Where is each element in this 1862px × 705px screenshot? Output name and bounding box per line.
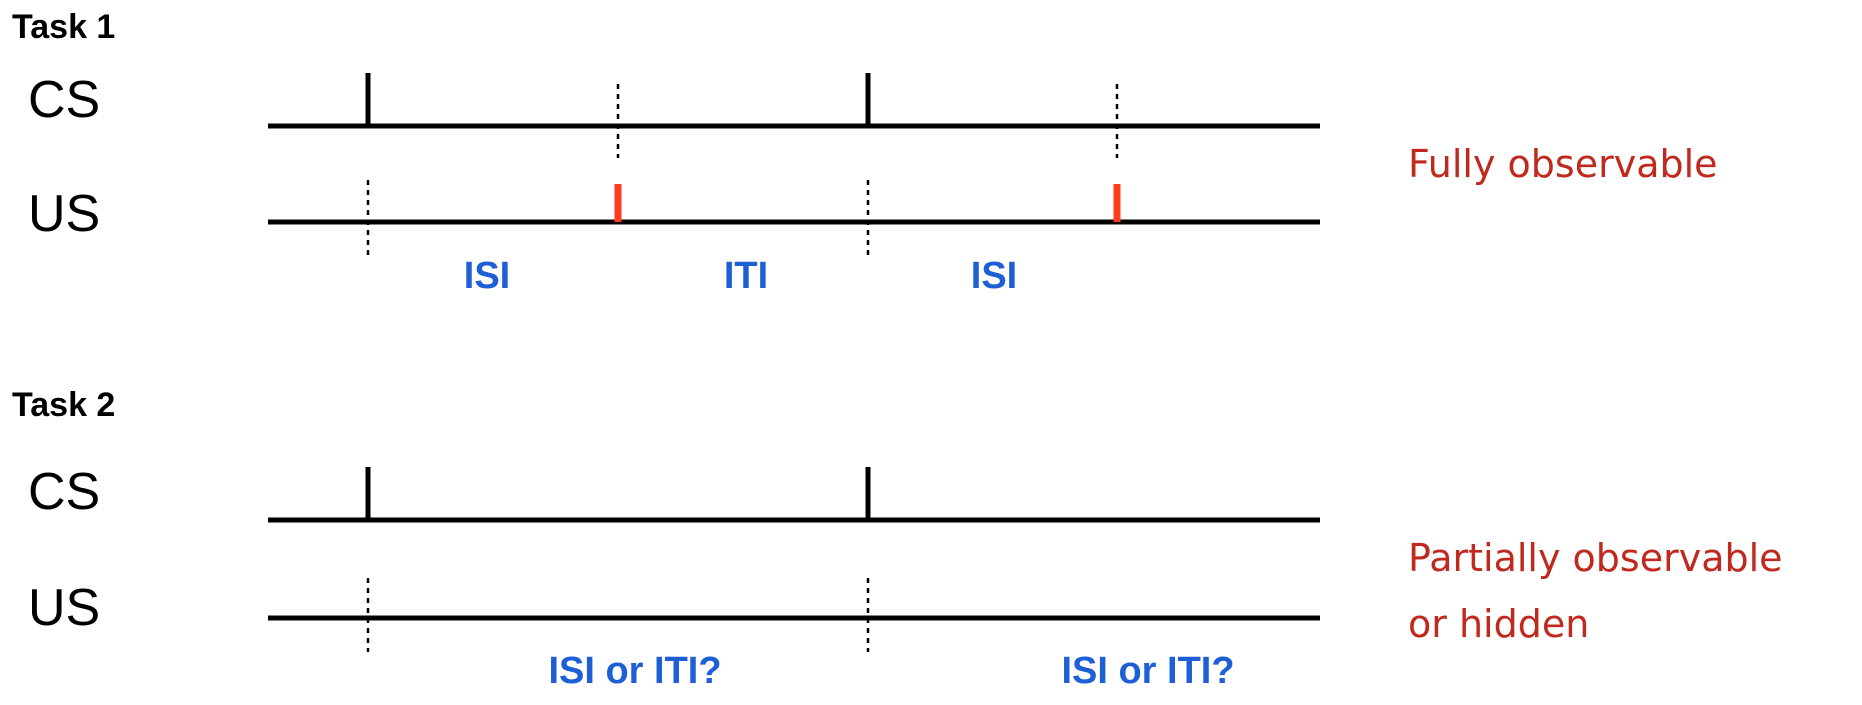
task2-period-1: ISI or ITI? (548, 650, 722, 692)
task2-observability-line1: Partially observable (1408, 536, 1783, 580)
task2-period-2: ISI or ITI? (1061, 650, 1235, 692)
task1-title: Task 1 (12, 8, 116, 46)
task1-period-iti: ITI (723, 255, 769, 297)
task1-us-label: US (28, 185, 101, 243)
task2-cs-label: CS (28, 463, 101, 521)
task1-observability: Fully observable (1408, 142, 1718, 186)
task1-cs-label: CS (28, 71, 101, 129)
task1-period-isi-1: ISI (463, 255, 511, 297)
task2-us-label: US (28, 579, 101, 637)
task2-observability-line2: or hidden (1408, 602, 1590, 646)
task1-period-isi-2: ISI (970, 255, 1018, 297)
task2-title: Task 2 (12, 386, 116, 424)
